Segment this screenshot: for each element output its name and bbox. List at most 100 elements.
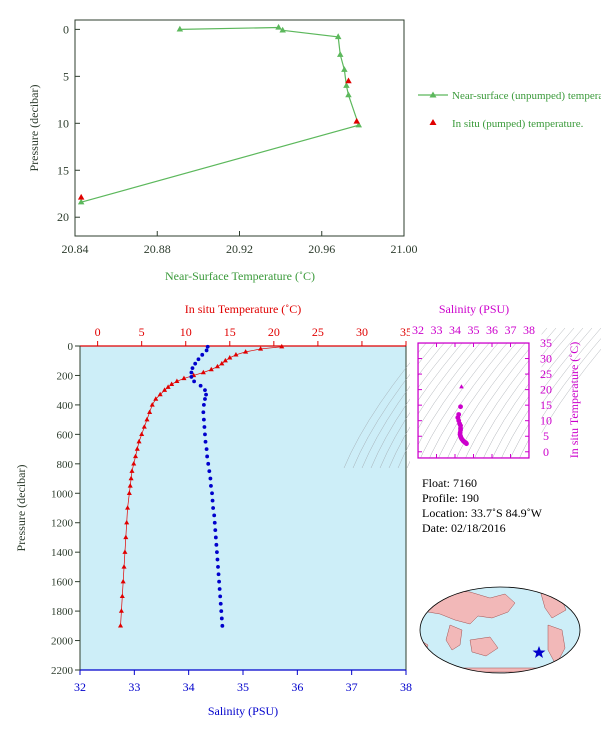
density-contour (415, 327, 512, 469)
top-y-tick-label: 20 (57, 210, 69, 224)
temperature-point (243, 349, 249, 354)
in-situ-point (353, 117, 360, 124)
ts-x-tick-label: 33 (431, 323, 443, 337)
near-surface-temperature-chart: 20.84 20.88 20.92 20.96 21.00 0 5 10 15 20 Near-… (27, 19, 601, 283)
salinity-point (203, 432, 207, 437)
profile-plot-background (80, 346, 406, 670)
salinity-tick-label: 35 (237, 680, 249, 694)
ts-x-tick-label: 38 (523, 323, 535, 337)
temperature-point (119, 593, 125, 599)
top-y-tick-label: 0 (63, 22, 69, 36)
ts-y-tick-label: 5 (543, 429, 549, 443)
near-surface-point (275, 23, 282, 30)
salinity-point (210, 491, 214, 496)
pressure-tick-label: 2200 (51, 665, 74, 677)
ts-mask-bottom (410, 458, 540, 473)
float-number: Float: 7160 (422, 476, 477, 490)
salinity-point (209, 484, 213, 488)
pressure-tick-label: 600 (57, 429, 74, 441)
in-situ-point (77, 193, 85, 200)
salinity-tick-label: 33 (128, 680, 140, 694)
ts-point (459, 384, 464, 389)
float-info: Float: 7160 Profile: 190 Location: 33.7˚… (422, 476, 543, 535)
top-plot-frame (74, 19, 405, 237)
salinity-point (203, 439, 208, 444)
location: Location: 33.7˚S 84.9˚W (422, 506, 543, 520)
legend-label-near-surface: Near-surface (unpumped) temperature. (452, 90, 601, 102)
salinity-point (213, 535, 218, 540)
temperature-point (127, 483, 133, 488)
top-y-ticks: 0 5 10 15 20 (57, 22, 80, 224)
salinity-point (217, 579, 221, 584)
ts-x-tick-label: 32 (412, 323, 424, 337)
pressure-tick-label: 200 (57, 370, 74, 382)
density-contour (505, 327, 601, 469)
temperature-point (118, 623, 124, 628)
salinity-point (210, 498, 215, 503)
salinity-point (190, 366, 195, 370)
temperature-point (200, 369, 206, 375)
temperature-point (181, 375, 187, 381)
near-surface-point (343, 82, 350, 88)
salinity-point (219, 616, 224, 621)
temperature-point (120, 578, 126, 584)
density-contour (370, 327, 467, 469)
density-contour (343, 327, 440, 469)
temperature-point (139, 431, 145, 437)
temperature-axis-label: In situ Temperature (˚C) (185, 302, 302, 316)
near-surface-point (337, 51, 344, 57)
near-surface-point (279, 26, 286, 33)
ts-y-tick-label: 20 (540, 383, 552, 397)
temperature-point (122, 549, 128, 554)
salinity-point (202, 425, 207, 429)
temperature-ticks: 0 5 10 15 20 25 30 35 (95, 325, 412, 346)
temperature-point (227, 354, 233, 360)
salinity-point (215, 550, 219, 555)
salinity-point (207, 469, 212, 474)
temperature-point (147, 409, 153, 414)
near-surface-point (176, 25, 184, 32)
ts-y-tick-label: 0 (543, 445, 549, 459)
temperature-point (132, 453, 139, 459)
temperature-point (141, 424, 147, 429)
ts-x-tick-label: 34 (449, 323, 461, 337)
top-x-axis-label: Near-Surface Temperature (˚C) (165, 269, 315, 283)
near-surface-point (355, 121, 363, 128)
salinity-profile (189, 344, 225, 628)
ts-y-axis-label: In situ Temperature (˚C) (567, 342, 581, 459)
top-y-tick-label: 10 (57, 116, 69, 130)
density-contour (424, 327, 521, 469)
salinity-point (216, 572, 221, 577)
top-x-tick-label: 20.92 (226, 242, 253, 256)
pressure-tick-label: 1000 (51, 488, 74, 500)
temperature-point (149, 402, 155, 407)
salinity-point (200, 352, 205, 357)
salinity-point (218, 594, 223, 599)
temperature-point (162, 387, 168, 392)
salinity-point (220, 623, 225, 628)
near-surface-point (341, 66, 348, 72)
salinity-point (192, 379, 197, 384)
salinity-point (212, 513, 217, 518)
density-contour (514, 338, 601, 469)
temperature-point (134, 446, 140, 451)
ts-y-tick-label: 10 (540, 414, 552, 428)
top-x-ticks: 20.84 20.88 20.92 20.96 21.00 (62, 231, 418, 256)
salinity-point (219, 609, 224, 613)
temperature-tick-label: 10 (180, 325, 192, 339)
temperature-point (258, 346, 264, 351)
salinity-point (201, 403, 206, 407)
temperature-point (165, 384, 171, 389)
salinity-point (204, 392, 208, 397)
ts-plot-frame (417, 342, 530, 459)
temperature-point (144, 416, 150, 422)
ts-y-tick-label: 15 (540, 398, 552, 412)
density-contour (487, 327, 584, 469)
density-contour (433, 327, 530, 469)
top-y-tick-label: 15 (57, 163, 69, 177)
salinity-tick-label: 37 (346, 680, 358, 694)
temperature-point (214, 363, 220, 369)
top-series (77, 23, 363, 205)
temperature-point (128, 475, 134, 481)
